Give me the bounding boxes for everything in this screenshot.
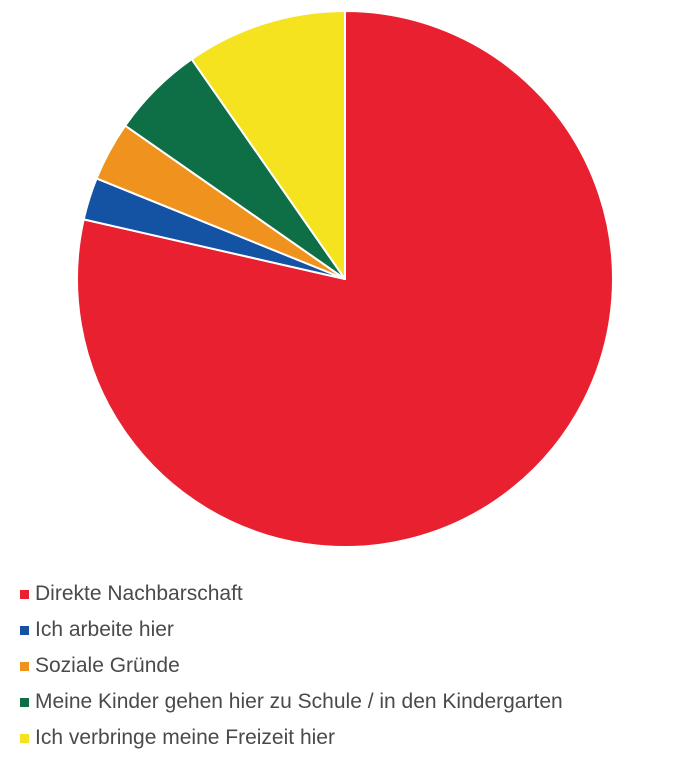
legend-item-direkte-nachbarschaft: Direkte Nachbarschaft: [20, 576, 680, 612]
legend-item-soziale-gruende: Soziale Gründe: [20, 648, 680, 684]
legend-swatch: [20, 661, 29, 671]
legend-swatch: [20, 697, 29, 707]
legend-item-freizeit: Ich verbringe meine Freizeit hier: [20, 720, 680, 756]
pie-slice-freizeit: [190, 10, 346, 280]
legend-label: Ich verbringe meine Freizeit hier: [35, 726, 335, 749]
legend-label: Direkte Nachbarschaft: [35, 582, 243, 605]
legend-swatch: [20, 733, 29, 743]
pie-chart: [76, 10, 614, 548]
legend-item-kinder-schule: Meine Kinder gehen hier zu Schule / in d…: [20, 684, 680, 720]
legend-swatch: [20, 589, 29, 599]
legend-item-ich-arbeite-hier: Ich arbeite hier: [20, 612, 680, 648]
legend-label: Meine Kinder gehen hier zu Schule / in d…: [35, 690, 563, 713]
legend-swatch: [20, 625, 29, 635]
legend: Direkte Nachbarschaft Ich arbeite hier S…: [20, 576, 680, 756]
legend-label: Soziale Gründe: [35, 654, 180, 677]
legend-label: Ich arbeite hier: [35, 618, 174, 641]
